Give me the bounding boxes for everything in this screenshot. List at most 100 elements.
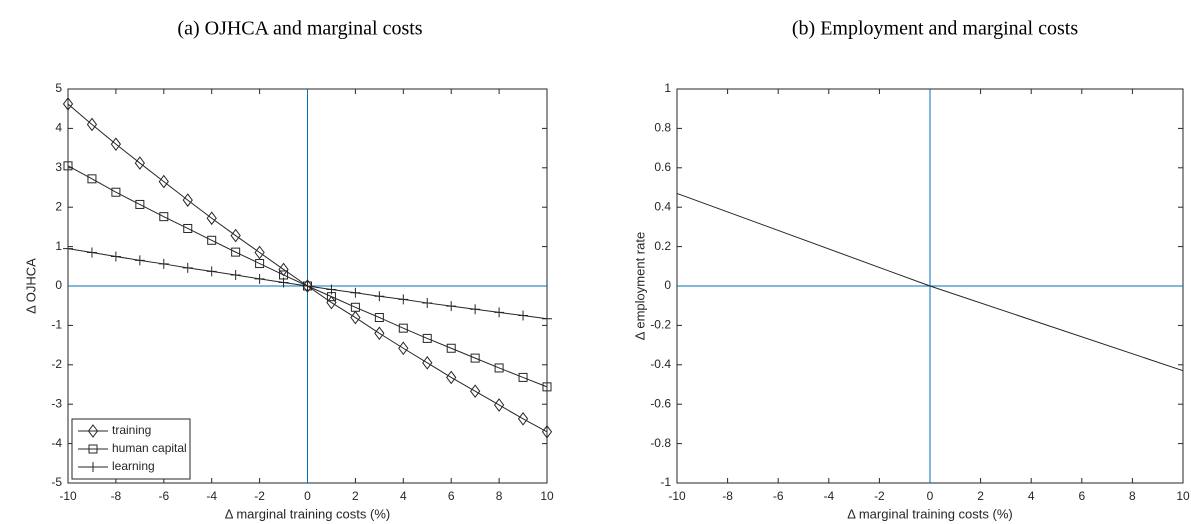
x-tick-label: 10 — [540, 489, 554, 503]
y-tick-label: 0.8 — [654, 121, 671, 135]
marker — [134, 156, 145, 170]
x-tick-label: 0 — [304, 489, 311, 503]
x-tick-label: -8 — [722, 489, 733, 503]
x-tick-label: -10 — [668, 489, 686, 503]
marker — [110, 137, 122, 151]
marker — [206, 266, 217, 277]
legend-marker — [88, 462, 98, 472]
marker — [374, 291, 385, 302]
x-tick-label: 2 — [977, 489, 984, 503]
marker — [255, 259, 265, 269]
marker — [158, 174, 169, 189]
x-axis-label: Δ marginal training costs (%) — [847, 506, 1012, 521]
marker — [86, 117, 98, 132]
marker — [135, 199, 145, 209]
marker — [158, 258, 169, 269]
y-tick-label: -0.6 — [650, 396, 671, 410]
marker — [63, 243, 73, 254]
y-axis-label: Δ employment rate — [632, 232, 647, 340]
marker — [374, 313, 384, 323]
y-tick-label: -3 — [51, 396, 62, 410]
marker — [422, 297, 433, 308]
chart: (b) Employment and marginal costs -10 -8 -6… — [632, 18, 1190, 522]
marker — [398, 323, 408, 333]
marker — [206, 211, 217, 226]
marker — [182, 262, 193, 273]
chart-title: (b) Employment and marginal costs — [792, 18, 1078, 40]
marker — [230, 228, 241, 243]
marker — [207, 235, 217, 245]
marker — [62, 97, 74, 111]
x-tick-label: 2 — [352, 489, 359, 503]
y-tick-label: -1 — [51, 318, 62, 332]
y-tick-label: 5 — [55, 81, 62, 95]
marker — [302, 279, 313, 293]
marker — [374, 326, 385, 341]
y-tick-label: 0.2 — [654, 239, 671, 253]
marker — [254, 273, 265, 284]
marker — [398, 294, 409, 305]
y-tick-label: 0.6 — [654, 160, 671, 174]
marker — [422, 333, 432, 343]
series-line — [676, 192, 1184, 372]
y-tick-label: 1 — [55, 239, 62, 253]
y-tick-label: 3 — [55, 160, 62, 174]
x-tick-label: 4 — [400, 489, 407, 503]
x-tick-label: 4 — [1028, 489, 1035, 503]
x-tick-label: 8 — [1129, 489, 1136, 503]
y-tick-label: 4 — [55, 121, 62, 135]
marker — [111, 187, 121, 197]
marker — [63, 161, 73, 171]
x-tick-label: -8 — [111, 489, 122, 503]
marker — [541, 424, 553, 439]
y-axis-label: Δ OJHCA — [23, 258, 38, 314]
marker — [302, 281, 313, 291]
legend-marker — [87, 424, 99, 438]
x-axis-label: Δ marginal training costs (%) — [225, 506, 390, 521]
marker — [231, 247, 241, 257]
marker — [446, 301, 457, 312]
marker — [110, 251, 121, 262]
marker — [542, 382, 552, 392]
x-tick-label: 6 — [448, 489, 455, 503]
marker — [494, 307, 505, 318]
marker — [422, 355, 433, 370]
y-tick-label: 1 — [664, 81, 671, 95]
y-tick-label: -4 — [51, 436, 62, 450]
marker — [278, 277, 289, 288]
marker — [518, 372, 528, 382]
y-tick-label: -5 — [51, 475, 62, 489]
marker — [182, 193, 193, 207]
marker — [542, 313, 552, 324]
marker — [230, 269, 241, 280]
marker — [517, 411, 529, 426]
marker — [254, 245, 265, 260]
y-tick-label: 0 — [55, 278, 62, 292]
marker — [183, 223, 193, 233]
x-tick-label: -2 — [254, 489, 265, 503]
marker — [493, 398, 505, 412]
y-tick-label: 2 — [55, 199, 62, 213]
y-tick-label: 0.4 — [654, 199, 671, 213]
marker — [470, 353, 480, 363]
chart: (a) OJHCA and marginal costs-10 -8 -6 -4 -2 0… — [23, 18, 554, 522]
x-tick-label: -6 — [773, 489, 784, 503]
marker — [87, 174, 97, 184]
marker — [326, 284, 337, 295]
marker — [86, 247, 97, 258]
marker — [470, 304, 481, 315]
x-tick-label: -10 — [59, 489, 77, 503]
y-tick-label: -0.4 — [650, 357, 671, 371]
y-tick-label: -0.2 — [650, 318, 671, 332]
legend-marker — [88, 444, 98, 454]
x-tick-label: 10 — [1176, 489, 1190, 503]
y-tick-label: 0 — [664, 278, 671, 292]
y-tick-label: -2 — [51, 357, 62, 371]
marker — [518, 310, 529, 321]
x-tick-label: -2 — [874, 489, 885, 503]
x-tick-label: -4 — [206, 489, 217, 503]
marker — [159, 212, 169, 222]
x-tick-label: 0 — [927, 489, 934, 503]
marker — [350, 310, 361, 325]
x-tick-label: 8 — [496, 489, 503, 503]
